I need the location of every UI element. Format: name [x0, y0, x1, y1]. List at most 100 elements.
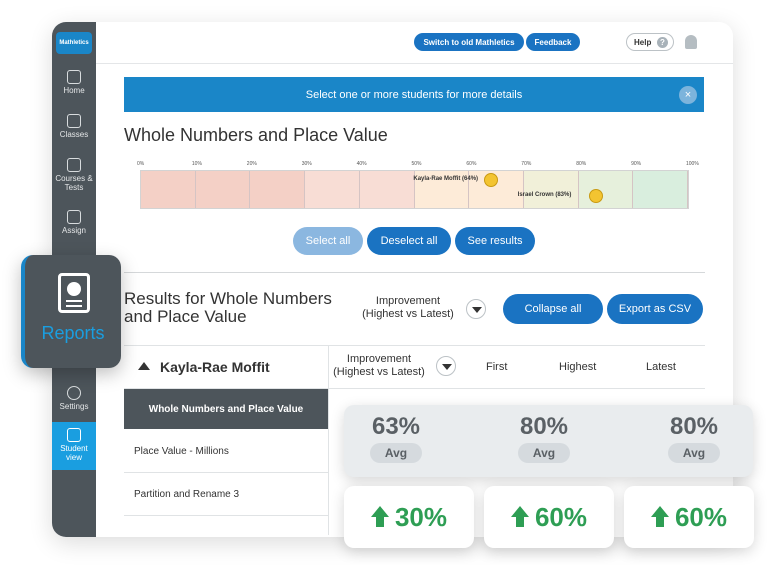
- band-segment: [578, 171, 634, 208]
- see-results-button[interactable]: See results: [455, 227, 535, 255]
- scale-tick-label: 80%: [576, 161, 587, 167]
- avg-value: 80%: [519, 413, 569, 440]
- improvement-label: Improvement (Highest vs Latest): [362, 295, 454, 320]
- avg-badge: Avg: [370, 443, 422, 463]
- close-icon[interactable]: ×: [679, 86, 697, 104]
- arrow-up-icon: [510, 506, 529, 528]
- student-marker-label: Kayla-Rae Moffit (64%): [413, 176, 479, 182]
- reports-icon-line: [66, 300, 82, 302]
- band-segment: [633, 171, 689, 208]
- top-bar: Switch to old Mathletics Feedback Help ?: [96, 22, 733, 64]
- classes-icon: [67, 114, 81, 128]
- student-marker[interactable]: [588, 189, 603, 203]
- table-improvement-dropdown[interactable]: [436, 356, 456, 376]
- sidebar-item-courses[interactable]: Courses & Tests: [52, 158, 96, 192]
- sidebar-item-classes[interactable]: Classes: [52, 114, 96, 139]
- band-segment: [141, 171, 196, 208]
- scale-tick-label: 40%: [356, 161, 367, 167]
- sidebar-item-home[interactable]: Home: [52, 70, 96, 95]
- band-segment: [195, 171, 251, 208]
- sidebar-item-label: Assign: [61, 226, 86, 235]
- sidebar-item-assign[interactable]: Assign: [52, 210, 96, 235]
- mathletics-logo[interactable]: Mathletics: [56, 32, 92, 54]
- page-title: Whole Numbers and Place Value: [124, 125, 388, 145]
- column-divider: [328, 345, 329, 535]
- chevron-down-icon: [442, 364, 452, 370]
- col-highest: Highest: [559, 361, 597, 373]
- gain-card: 60%: [624, 486, 754, 548]
- gain-value: 60%: [674, 501, 728, 532]
- category-row: Whole Numbers and Place Value: [124, 389, 328, 429]
- student-name[interactable]: Kayla-Rae Moffit: [160, 359, 270, 375]
- avg-value: 63%: [371, 413, 421, 440]
- sidebar-item-label: Settings: [59, 402, 89, 411]
- avg-first: 63% Avg: [346, 413, 446, 463]
- arrow-up-icon: [370, 506, 389, 528]
- progress-band: [140, 170, 689, 209]
- scale-tick-label: 50%: [411, 161, 422, 167]
- scale-tick-label: 0%: [137, 161, 145, 167]
- banner-text: Select one or more students for more det…: [305, 88, 523, 101]
- scale-tick-label: 60%: [466, 161, 477, 167]
- gain-value: 30%: [394, 501, 448, 532]
- scale-tick-label: 70%: [521, 161, 532, 167]
- improvement-dropdown[interactable]: [466, 299, 486, 319]
- student-marker[interactable]: [484, 173, 499, 187]
- sidebar-item-label: Home: [63, 86, 85, 95]
- student-marker-label: Israel Crown (83%): [517, 192, 572, 198]
- question-icon: ?: [657, 37, 668, 48]
- switch-to-old-button[interactable]: Switch to old Mathletics: [414, 33, 524, 51]
- scale-tick-label: 20%: [246, 161, 257, 167]
- gear-icon: [67, 386, 81, 400]
- col-first: First: [486, 361, 508, 373]
- avg-value: 80%: [669, 413, 719, 440]
- sidebar-item-label: Student view: [60, 444, 88, 462]
- sidebar-item-settings[interactable]: Settings: [52, 386, 96, 411]
- deselect-all-button[interactable]: Deselect all: [367, 227, 451, 255]
- app-window: Mathletics Home Classes Courses & Tests …: [52, 22, 733, 537]
- reports-nav-card[interactable]: Reports: [21, 255, 121, 368]
- table-row[interactable]: Partition and Rename 3: [124, 474, 328, 516]
- avg-highest: 80% Avg: [494, 413, 594, 463]
- assign-icon: [67, 210, 81, 224]
- courses-icon: [67, 158, 81, 172]
- collapse-all-button[interactable]: Collapse all: [503, 294, 603, 324]
- collapse-triangle-icon[interactable]: [138, 362, 150, 370]
- selection-banner: Select one or more students for more det…: [124, 77, 704, 112]
- band-segment: [523, 171, 579, 208]
- gain-value: 60%: [534, 501, 588, 532]
- select-all-button[interactable]: Select all: [293, 227, 363, 255]
- student-header-row: Kayla-Rae Moffit: [124, 345, 705, 389]
- reports-icon-line: [66, 305, 82, 307]
- chevron-down-icon: [472, 307, 482, 313]
- help-button[interactable]: Help ?: [626, 33, 674, 51]
- arrow-up-icon: [650, 506, 669, 528]
- reports-icon: [58, 273, 90, 313]
- sidebar-item-label: Courses & Tests: [55, 174, 93, 192]
- divider: [124, 272, 705, 273]
- avg-badge: Avg: [668, 443, 720, 463]
- avg-badge: Avg: [518, 443, 570, 463]
- avg-latest: 80% Avg: [644, 413, 744, 463]
- gain-card: 30%: [344, 486, 474, 548]
- scale-tick-label: 10%: [191, 161, 202, 167]
- results-title: Results for Whole Numbers and Place Valu…: [124, 289, 332, 326]
- reports-icon-chart: [67, 282, 81, 296]
- bell-icon[interactable]: [685, 35, 697, 49]
- student-view-icon: [67, 428, 81, 442]
- sidebar-item-student-view[interactable]: Student view: [52, 422, 96, 470]
- scale-tick-label: 30%: [301, 161, 312, 167]
- averages-card: 63% Avg 80% Avg 80% Avg: [344, 405, 753, 477]
- band-segment: [305, 171, 360, 208]
- scale-tick-label: 100%: [686, 161, 699, 167]
- band-segment: [250, 171, 306, 208]
- scale-tick-label: 90%: [631, 161, 642, 167]
- sidebar-item-label: Classes: [59, 130, 89, 139]
- table-row[interactable]: Place Value - Millions: [124, 431, 328, 473]
- feedback-button[interactable]: Feedback: [526, 33, 580, 51]
- col-improvement: Improvement (Highest vs Latest): [333, 353, 425, 378]
- band-segment: [359, 171, 415, 208]
- band-segment: [414, 171, 470, 208]
- export-csv-button[interactable]: Export as CSV: [607, 294, 703, 324]
